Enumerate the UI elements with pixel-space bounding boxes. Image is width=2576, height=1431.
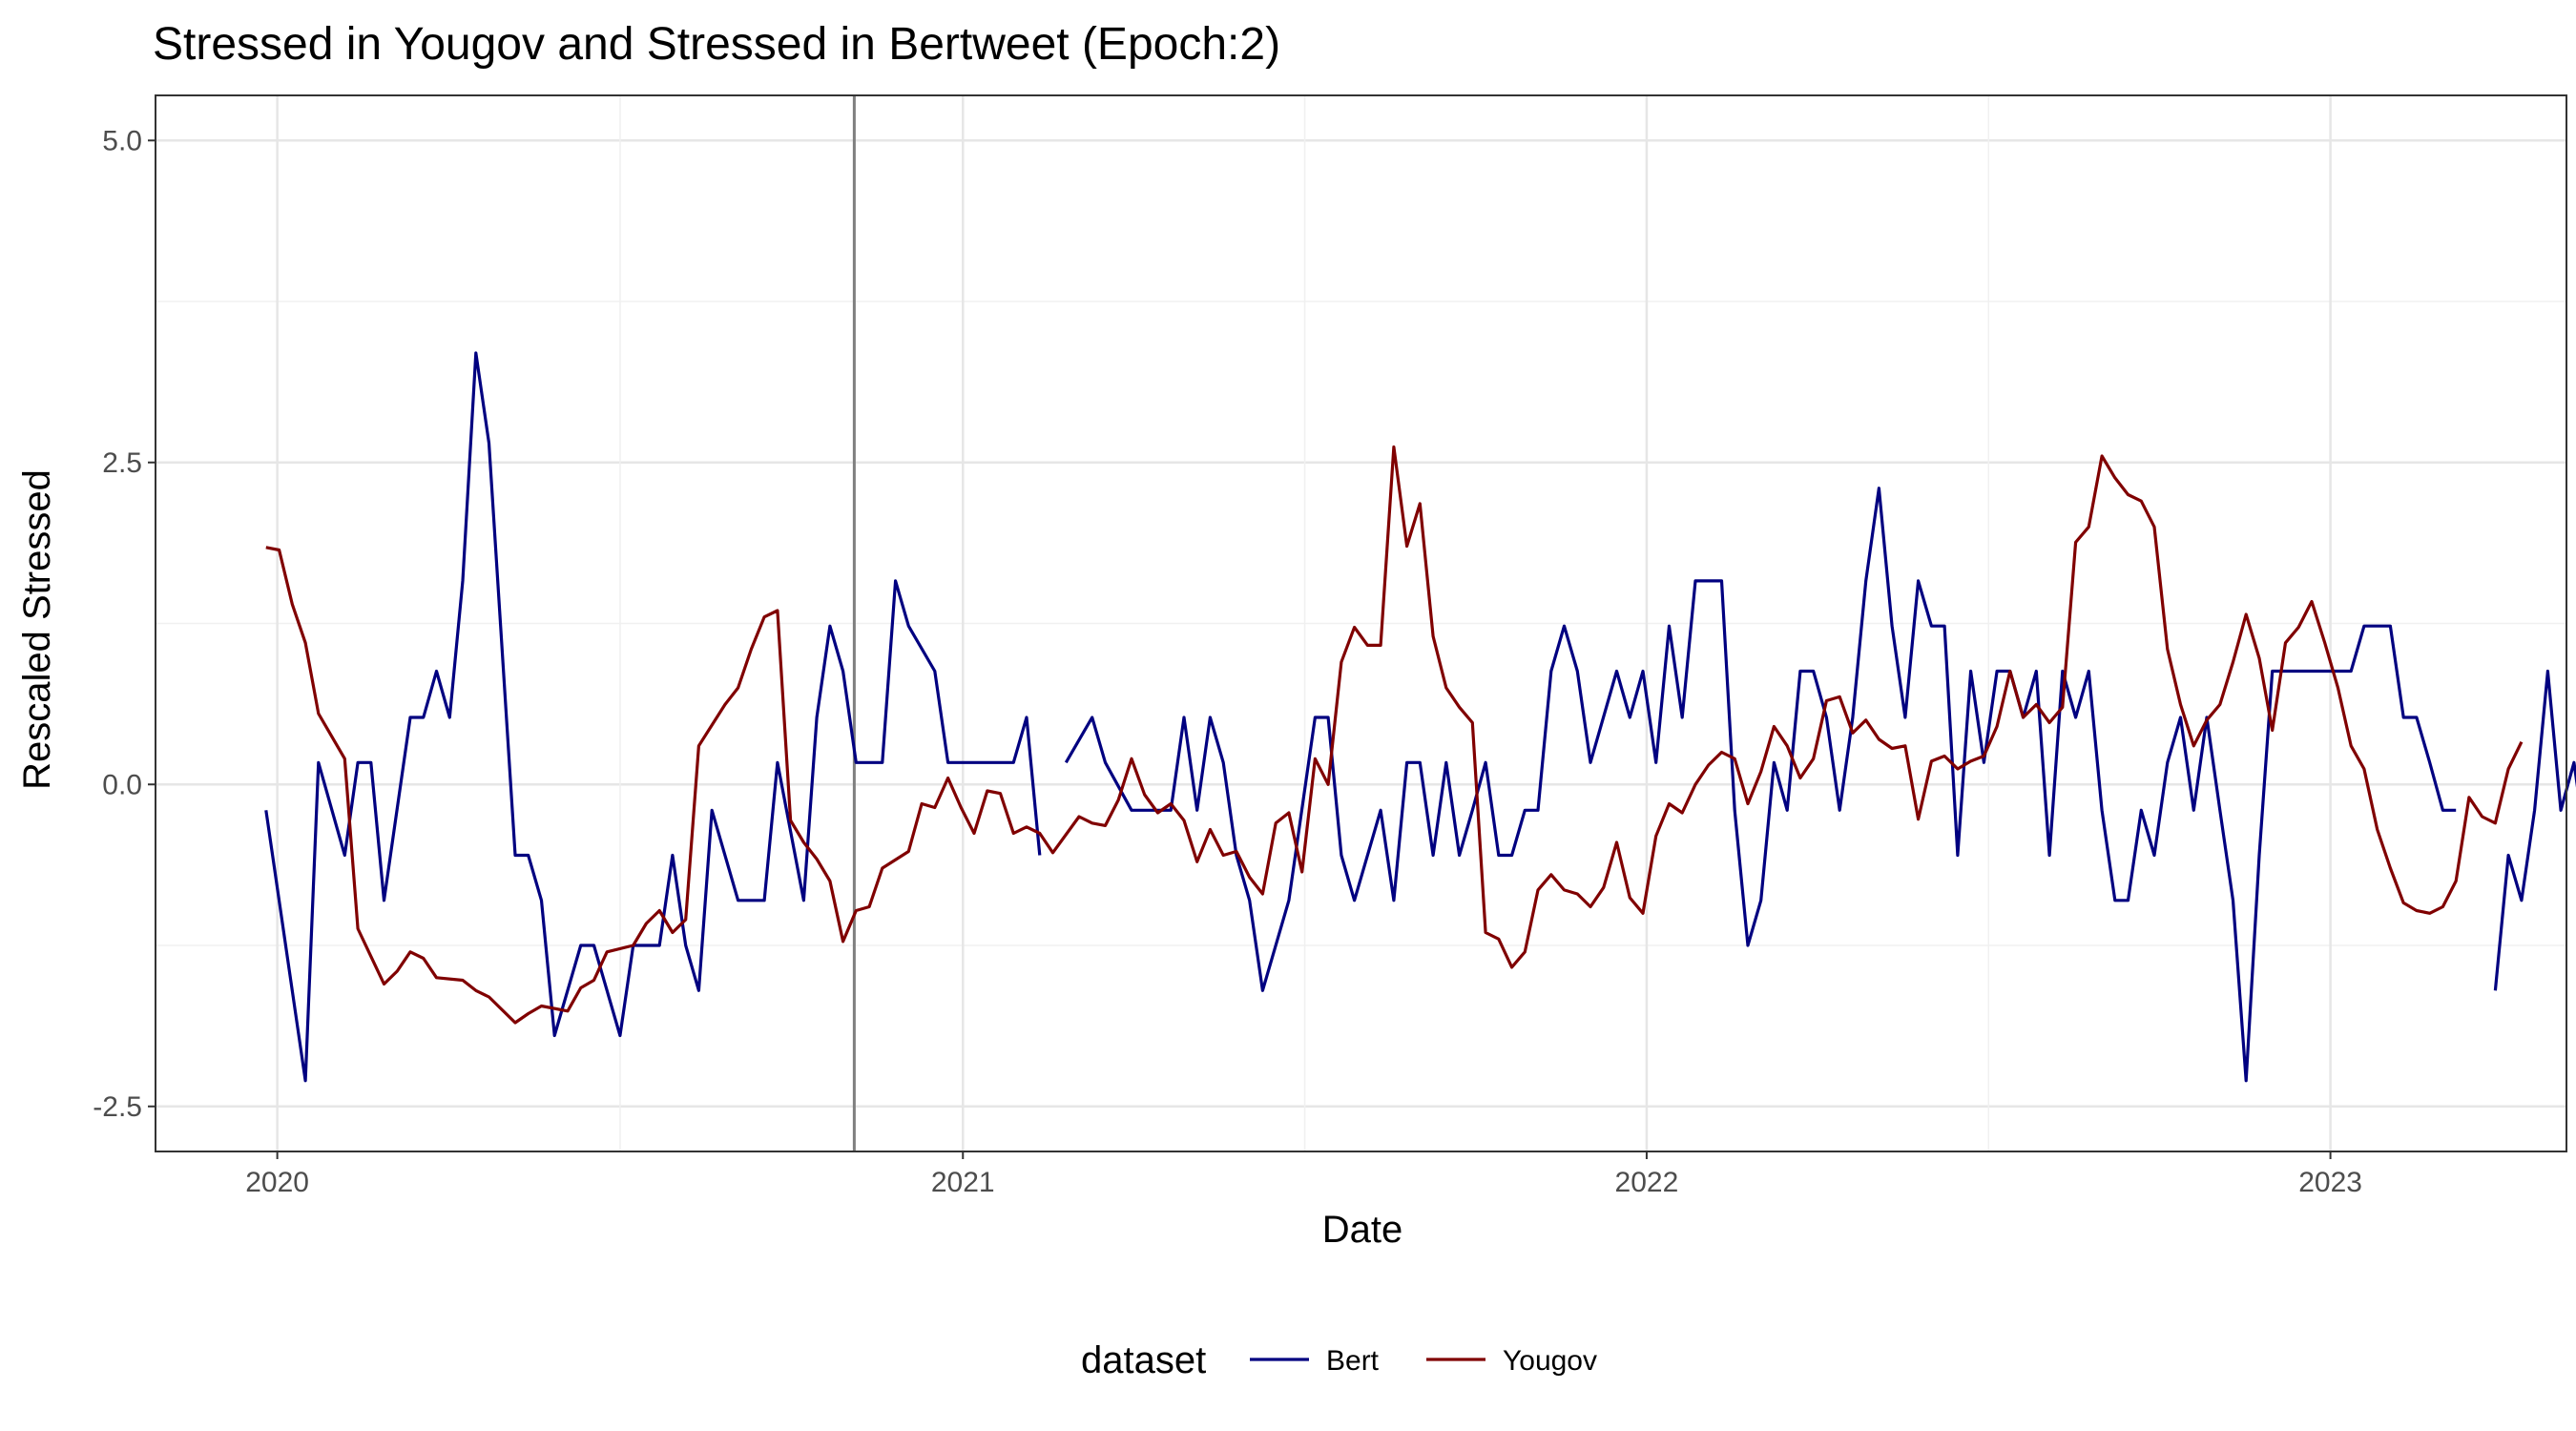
series-line-yougov	[265, 445, 2524, 1025]
x-tick-label: 2020	[245, 1167, 309, 1198]
x-axis-title: Date	[1322, 1209, 1403, 1251]
legend: dataset Bert Yougov	[1081, 1339, 1597, 1381]
x-tick-label: 2021	[931, 1167, 995, 1198]
series-layer	[264, 351, 2576, 1083]
legend-label-bert: Bert	[1326, 1345, 1380, 1377]
x-axis: 2020 2021 2022 2023	[245, 1151, 2362, 1198]
x-tick-label: 2022	[1615, 1167, 1679, 1198]
grid-layer	[156, 95, 2566, 1151]
y-axis: 5.0 2.5 0.0 -2.5	[93, 125, 156, 1123]
panel-border	[155, 94, 2567, 1152]
y-tick-label: 0.0	[102, 769, 142, 800]
legend-label-yougov: Yougov	[1503, 1345, 1597, 1377]
y-tick-label: 2.5	[102, 447, 142, 479]
x-tick-label: 2023	[2298, 1167, 2362, 1198]
legend-title: dataset	[1081, 1339, 1206, 1381]
chart-title: Stressed in Yougov and Stressed in Bertw…	[153, 19, 1280, 70]
y-tick-label: 5.0	[102, 125, 142, 156]
y-tick-label: -2.5	[93, 1091, 142, 1123]
series-line-bert	[264, 351, 2576, 1083]
y-axis-title: Rescaled Stressed	[16, 469, 58, 790]
